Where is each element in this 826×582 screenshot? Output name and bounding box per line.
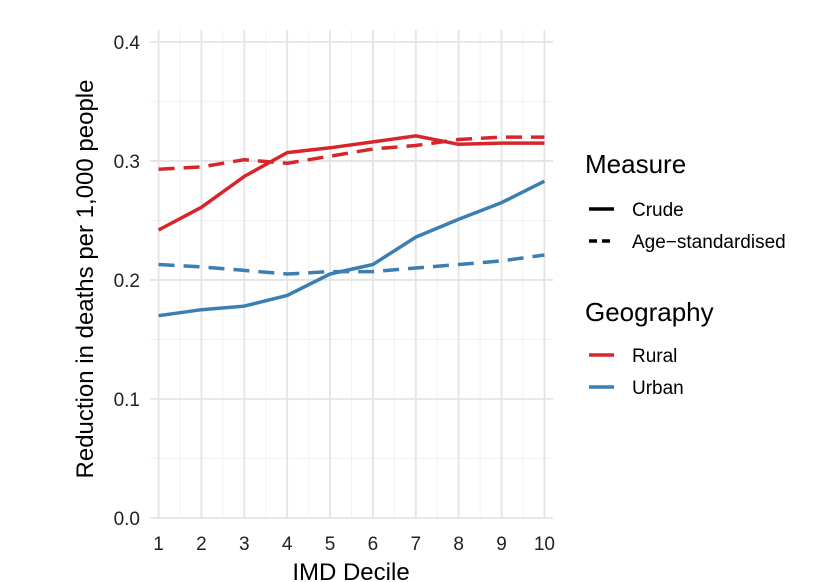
y-tick-label: 0.3 bbox=[114, 152, 140, 173]
y-tick-label: 0.2 bbox=[114, 271, 140, 292]
legend-title-geography: Geography bbox=[585, 297, 714, 327]
legend-label-age-standardised: Age−standardised bbox=[632, 232, 786, 253]
x-tick-label: 8 bbox=[453, 534, 464, 555]
x-tick-label: 7 bbox=[411, 534, 422, 555]
y-axis-title: Reduction in deaths per 1,000 people bbox=[72, 80, 99, 479]
x-tick-label: 1 bbox=[153, 534, 164, 555]
x-axis-ticks: 1 2 3 4 5 6 7 8 9 10 bbox=[153, 534, 555, 555]
y-tick-label: 0.4 bbox=[114, 33, 141, 54]
grid bbox=[150, 30, 553, 519]
y-axis-ticks: 0.0 0.1 0.2 0.3 0.4 bbox=[114, 33, 141, 530]
legend-label-urban: Urban bbox=[632, 378, 684, 399]
legend-label-rural: Rural bbox=[632, 346, 677, 367]
series-lines bbox=[157, 134, 546, 318]
series-line-urban-age-standardised bbox=[158, 253, 545, 276]
y-tick-label: 0.0 bbox=[114, 509, 140, 530]
x-tick-label: 2 bbox=[196, 534, 207, 555]
x-tick-label: 4 bbox=[282, 534, 293, 555]
x-tick-label: 10 bbox=[534, 534, 555, 555]
legend-title-measure: Measure bbox=[585, 149, 686, 179]
series-line-rural-crude bbox=[157, 134, 545, 232]
y-tick-label: 0.1 bbox=[114, 390, 140, 411]
x-axis-title: IMD Decile bbox=[292, 559, 409, 582]
x-tick-label: 6 bbox=[368, 534, 379, 555]
series-line-urban-crude bbox=[158, 179, 546, 318]
x-tick-label: 9 bbox=[496, 534, 507, 555]
legend-label-crude: Crude bbox=[632, 200, 684, 221]
series-line-rural-age-standardised bbox=[158, 135, 545, 172]
x-tick-label: 5 bbox=[325, 534, 336, 555]
x-tick-label: 3 bbox=[239, 534, 250, 555]
legend: Measure Crude Age−standardised Geography… bbox=[585, 149, 786, 399]
